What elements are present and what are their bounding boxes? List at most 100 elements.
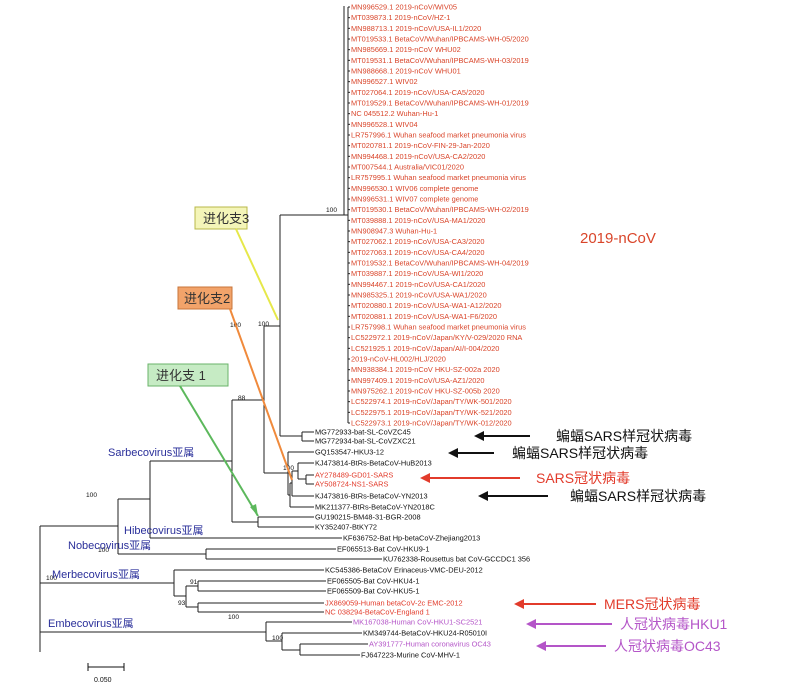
ncov-leaf-label: MN997409.1 2019-nCoV/USA-AZ1/2020: [351, 376, 485, 385]
ncov-leaf-label: LR757995.1 Wuhan seafood market pneumoni…: [351, 173, 526, 182]
clade-3-box: 进化支3: [194, 206, 279, 321]
genus-nobecovirus: Nobecovirus亚属: [68, 539, 151, 552]
ncov-leaf-label: MN988668.1 2019-nCoV WHU01: [351, 67, 461, 76]
leaf-gccdc1: KU762338-Rousettus bat CoV-GCCDC1 356: [383, 555, 530, 564]
ncov-leaf-label: LR757996.1 Wuhan seafood market pneumoni…: [351, 131, 526, 140]
ncov-leaf-label: MT019529.1 BetaCoV/Wuhan/IPBCAMS-WH-01/2…: [351, 99, 529, 108]
leaf-ns1: AY508724-NS1-SARS: [315, 480, 388, 489]
ncov-leaf-label: LC522973.1 2019-nCoV/Japan/TY/WK-012/202…: [351, 419, 512, 428]
genus-sarbecovirus: Sarbecovirus亚属: [108, 446, 194, 459]
leaf-hku9: EF065513-Bat CoV-HKU9-1: [337, 545, 429, 554]
ncov-leaf-label: MT027064.1 2019-nCoV/USA-CA5/2020: [351, 88, 485, 97]
callout-hku1: 人冠状病毒HKU1: [526, 616, 728, 632]
ncov-leaf-label: MT007544.1 Australia/VIC01/2020: [351, 163, 464, 172]
leaf-yn2013: KJ473816-BtRs-BetaCoV-YN2013: [315, 492, 428, 501]
callout-hku1-text: 人冠状病毒HKU1: [620, 616, 728, 632]
ncov-leaf-label: MN985325.1 2019-nCoV/USA-WA1/2020: [351, 291, 487, 300]
ncov-leaf-label: MN975262.1 2019-nCoV HKU-SZ-005b 2020: [351, 387, 500, 396]
leaf-bat-zxc21: MG772934-bat-SL-CoVZXC21: [315, 437, 416, 446]
ncov-leaf-label: LC522974.1 2019-nCoV/Japan/TY/WK-501/202…: [351, 397, 512, 406]
callout-bat-sars-1: 蝙蝠SARS样冠状病毒: [474, 428, 692, 444]
ncov-leaf-label: MT019531.1 BetaCoV/Wuhan/IPBCAMS-WH-03/2…: [351, 56, 529, 65]
ncov-leaf-label: MT027062.1 2019-nCoV/USA-CA3/2020: [351, 237, 485, 246]
ncov-leaf-label: MT039888.1 2019-nCoV/USA-MA1/2020: [351, 216, 485, 225]
bootstrap-value: 100: [98, 547, 109, 554]
bootstrap-value: 100: [46, 575, 57, 582]
bootstrap-value: 100: [272, 635, 283, 642]
ncov-leaf-label: LC522972.1 2019-nCoV/Japan/KY/V-029/2020…: [351, 333, 522, 342]
ncov-leaf-label: MT020781.1 2019-nCoV-FIN-29-Jan-2020: [351, 141, 490, 150]
bootstrap-value: 100: [86, 492, 97, 499]
callout-oc43-text: 人冠状病毒OC43: [614, 638, 721, 654]
clade-3-label: 进化支3: [203, 211, 249, 226]
callout-bat-sars-3-text: 蝙蝠SARS样冠状病毒: [570, 488, 706, 504]
leaf-england: NC 038294-BetaCoV-England 1: [325, 608, 430, 617]
ncov-clade-label: 2019-nCoV: [580, 230, 656, 247]
scale-bar: 0.050: [87, 663, 125, 684]
bootstrap-value: 100: [326, 207, 337, 214]
ncov-leaf-label: MN908947.3 Wuhan-Hu-1: [351, 227, 437, 236]
ncov-leaf-label: LR757998.1 Wuhan seafood market pneumoni…: [351, 323, 526, 332]
ncov-leaf-label: MT039873.1 2019-nCoV/HZ-1: [351, 13, 450, 22]
ncov-leaf-label: MT019533.1 BetaCoV/Wuhan/IPBCAMS-WH-05/2…: [351, 35, 529, 44]
leaf-bgr2008: GU190215-BM48-31-BGR-2008: [315, 513, 421, 522]
leaf-mhv: FJ647223-Murine CoV-MHV-1: [361, 651, 460, 660]
ncov-leaf-label: MN996527.1 WIV02: [351, 77, 418, 86]
ncov-leaf-label: MN996528.1 WIV04: [351, 120, 418, 129]
ncov-leaf-label: LC521925.1 2019-nCoV/Japan/AI/I-004/2020: [351, 344, 499, 353]
ncov-leaf-label: MT019530.1 BetaCoV/Wuhan/IPBCAMS-WH-02/2…: [351, 205, 529, 214]
clade-1-label: 进化支 1: [156, 368, 206, 383]
ncov-leaf-label: NC 045512.2 Wuhan-Hu-1: [351, 109, 438, 118]
bootstrap-value: 100: [228, 614, 239, 621]
ncov-leaf-label: MN938384.1 2019-nCoV HKU-SZ-002a 2020: [351, 365, 500, 374]
ncov-leaf-label: MN994468.1 2019-nCoV/USA-CA2/2020: [351, 152, 485, 161]
clade-1-box: 进化支 1: [147, 363, 259, 517]
callout-bat-sars-1-text: 蝙蝠SARS样冠状病毒: [556, 428, 692, 444]
bootstrap-value: 93: [178, 600, 186, 607]
callout-bat-sars-2: 蝙蝠SARS样冠状病毒: [448, 445, 648, 461]
ncov-leaf-label: MN985669.1 2019-nCoV WHU02: [351, 45, 461, 54]
leaf-hku4: EF065505-Bat CoV-HKU4-1: [327, 577, 419, 586]
leaf-erinaceus: KC545386-BetaCoV Erinaceus-VMC-DEU-2012: [325, 566, 483, 575]
scale-bar-label: 0.050: [94, 677, 112, 684]
leaf-yn2018c: MK211377-BtRs-BetaCoV-YN2018C: [315, 503, 435, 512]
leaf-emc: JX869059-Human betaCoV-2c EMC-2012: [325, 599, 463, 608]
leaf-hku1sc: MK167038-Human CoV-HKU1-SC2521: [353, 618, 482, 627]
leaf-btky72: KY352407-BtKY72: [315, 523, 377, 532]
callout-sars: SARS冠状病毒: [420, 470, 630, 486]
bootstrap-value: 100: [258, 321, 269, 328]
tree-branches: [39, 6, 382, 656]
leaf-zhejiang: KF636752-Bat Hp-betaCoV-Zhejiang2013: [343, 534, 480, 543]
ncov-leaf-label: MT020881.1 2019-nCoV/USA-WA1-F6/2020: [351, 312, 497, 321]
genus-embecovirus: Embecovirus亚属: [48, 617, 134, 630]
callout-mers: MERS冠状病毒: [514, 596, 700, 612]
callout-bat-sars-3: 蝙蝠SARS样冠状病毒: [478, 488, 706, 504]
clade-2-box: 进化支2: [177, 286, 293, 481]
callout-oc43: 人冠状病毒OC43: [536, 638, 721, 654]
leaf-hub2013: KJ473814-BtRs-BetaCoV-HuB2013: [315, 459, 432, 468]
leaf-hku24: KM349744-BetaCoV-HKU24-R05010I: [363, 629, 487, 638]
ncov-leaf-label: MT027063.1 2019-nCoV/USA-CA4/2020: [351, 248, 485, 257]
leaf-hku5: EF065509-Bat CoV-HKU5-1: [327, 587, 419, 596]
ncov-leaf-label: 2019-nCoV-HL002/HLJ/2020: [351, 355, 446, 364]
ncov-leaf-label: MN994467.1 2019-nCoV/USA-CA1/2020: [351, 280, 485, 289]
ncov-leaf-label: MT020880.1 2019-nCoV/USA-WA1-A12/2020: [351, 301, 502, 310]
ncov-leaf-label: MN996530.1 WIV06 complete genome: [351, 184, 478, 193]
bootstrap-value: 88: [238, 395, 246, 402]
ncov-leaf-label: MT039887.1 2019-nCoV/USA-WI1/2020: [351, 269, 483, 278]
leaf-bat-zc45: MG772933-bat-SL-CoVZC45: [315, 428, 411, 437]
ncov-leaf-label: MN988713.1 2019-nCoV/USA-IL1/2020: [351, 24, 481, 33]
genus-merbecovirus: Merbecovirus亚属: [52, 568, 140, 581]
callout-sars-text: SARS冠状病毒: [536, 470, 630, 486]
ncov-leaf-label: LC522975.1 2019-nCoV/Japan/TY/WK-521/202…: [351, 408, 512, 417]
callout-mers-text: MERS冠状病毒: [604, 596, 700, 612]
genus-hibecovirus: Hibecovirus亚属: [124, 524, 203, 537]
ncov-leaf-label: MT019532.1 BetaCoV/Wuhan/IPBCAMS-WH-04/2…: [351, 259, 529, 268]
ncov-leaf-label: MN996529.1 2019-nCoV/WIV05: [351, 3, 457, 12]
ncov-leaf-label: MN996531.1 WIV07 complete genome: [351, 195, 478, 204]
callout-bat-sars-2-text: 蝙蝠SARS样冠状病毒: [512, 445, 648, 461]
bootstrap-value: 91: [190, 579, 198, 586]
leaf-oc43: AY391777-Human coronavirus OC43: [369, 640, 491, 649]
